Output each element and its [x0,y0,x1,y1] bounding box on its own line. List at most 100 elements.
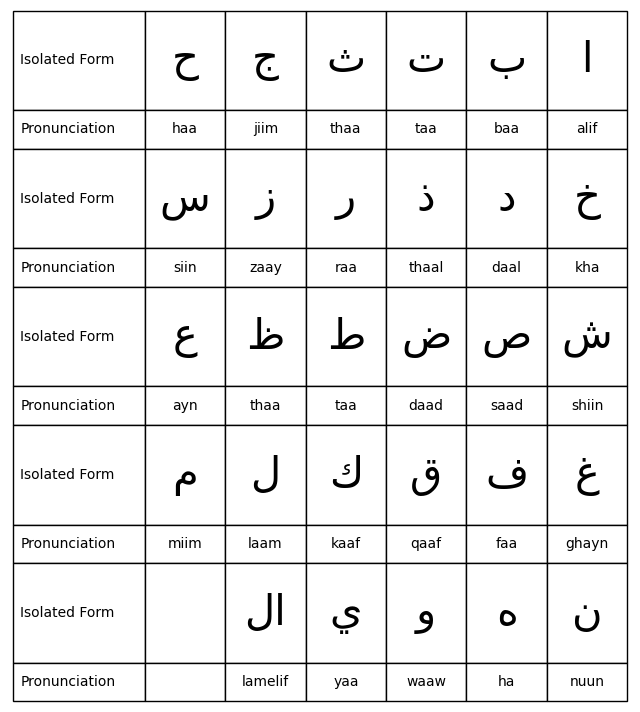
Text: haa: haa [172,122,198,137]
Text: Pronunciation: Pronunciation [20,537,116,551]
Text: Pronunciation: Pronunciation [20,399,116,413]
Bar [145,563,225,663]
Text: لا: لا [244,592,286,634]
Text: faa: faa [495,537,518,551]
Bar [467,110,547,149]
Text: Isolated Form: Isolated Form [20,468,115,482]
Bar [306,11,386,110]
Text: jiim: jiim [253,122,278,137]
Bar [386,287,467,387]
Bar [13,11,145,110]
Bar [386,563,467,663]
Bar [467,248,547,287]
Bar [225,110,306,149]
Bar [306,663,386,701]
Bar [547,248,627,287]
Text: waaw: waaw [406,675,446,689]
Text: ظ: ظ [246,315,285,357]
Bar [547,387,627,425]
Bar [225,11,306,110]
Bar [225,425,306,525]
Text: miim: miim [168,537,202,551]
Bar [13,110,145,149]
Text: Isolated Form: Isolated Form [20,330,115,344]
Bar [306,149,386,248]
Bar [145,248,225,287]
Text: د: د [497,177,516,219]
Text: saad: saad [490,399,524,413]
Text: shiin: shiin [571,399,603,413]
Text: kaaf: kaaf [331,537,361,551]
Text: yaa: yaa [333,675,358,689]
Bar [547,110,627,149]
Bar [13,248,145,287]
Bar [145,110,225,149]
Bar [467,563,547,663]
Bar [306,563,386,663]
Text: ت: ت [406,39,446,81]
Text: ز: ز [255,177,276,219]
Bar [547,287,627,387]
Bar [547,563,627,663]
Bar [145,663,225,701]
Text: thaa: thaa [250,399,281,413]
Bar [467,287,547,387]
Bar [13,387,145,425]
Bar [306,110,386,149]
Text: م: م [172,454,198,496]
Bar [13,287,145,387]
Bar [13,149,145,248]
Text: ث: ث [326,39,365,81]
Text: nuun: nuun [570,675,605,689]
Bar [467,387,547,425]
Bar [145,387,225,425]
Text: ع: ع [173,315,198,357]
Text: kha: kha [574,261,600,275]
Bar [386,11,467,110]
Text: zaay: zaay [249,261,282,275]
Bar [145,525,225,563]
Bar [13,663,145,701]
Bar [467,149,547,248]
Text: thaa: thaa [330,122,362,137]
Bar [386,149,467,248]
Bar [225,563,306,663]
Text: baa: baa [493,122,520,137]
Bar [225,287,306,387]
Bar [306,387,386,425]
Bar [547,663,627,701]
Bar [225,149,306,248]
Bar [547,525,627,563]
Bar [145,149,225,248]
Bar [225,248,306,287]
Text: siin: siin [173,261,197,275]
Text: ha: ha [498,675,515,689]
Bar [306,425,386,525]
Text: ا: ا [581,39,593,81]
Text: ف: ف [485,454,528,496]
Text: ج: ج [252,39,279,81]
Bar [386,525,467,563]
Bar [225,387,306,425]
Text: qaaf: qaaf [411,537,442,551]
Bar [467,525,547,563]
Text: ي: ي [330,592,362,634]
Text: Isolated Form: Isolated Form [20,192,115,206]
Text: lamelif: lamelif [242,675,289,689]
Text: ayn: ayn [172,399,198,413]
Text: ر: ر [336,177,356,219]
Text: daal: daal [492,261,522,275]
Bar [386,110,467,149]
Text: daad: daad [409,399,444,413]
Text: ط: ط [326,315,365,357]
Text: و: و [416,592,436,634]
Bar [145,425,225,525]
Text: ض: ض [401,315,451,357]
Text: ص: ص [481,315,532,357]
Text: س: س [160,177,211,219]
Text: Pronunciation: Pronunciation [20,675,116,689]
Bar [467,663,547,701]
Bar [547,149,627,248]
Text: ه: ه [496,592,518,634]
Bar [467,425,547,525]
